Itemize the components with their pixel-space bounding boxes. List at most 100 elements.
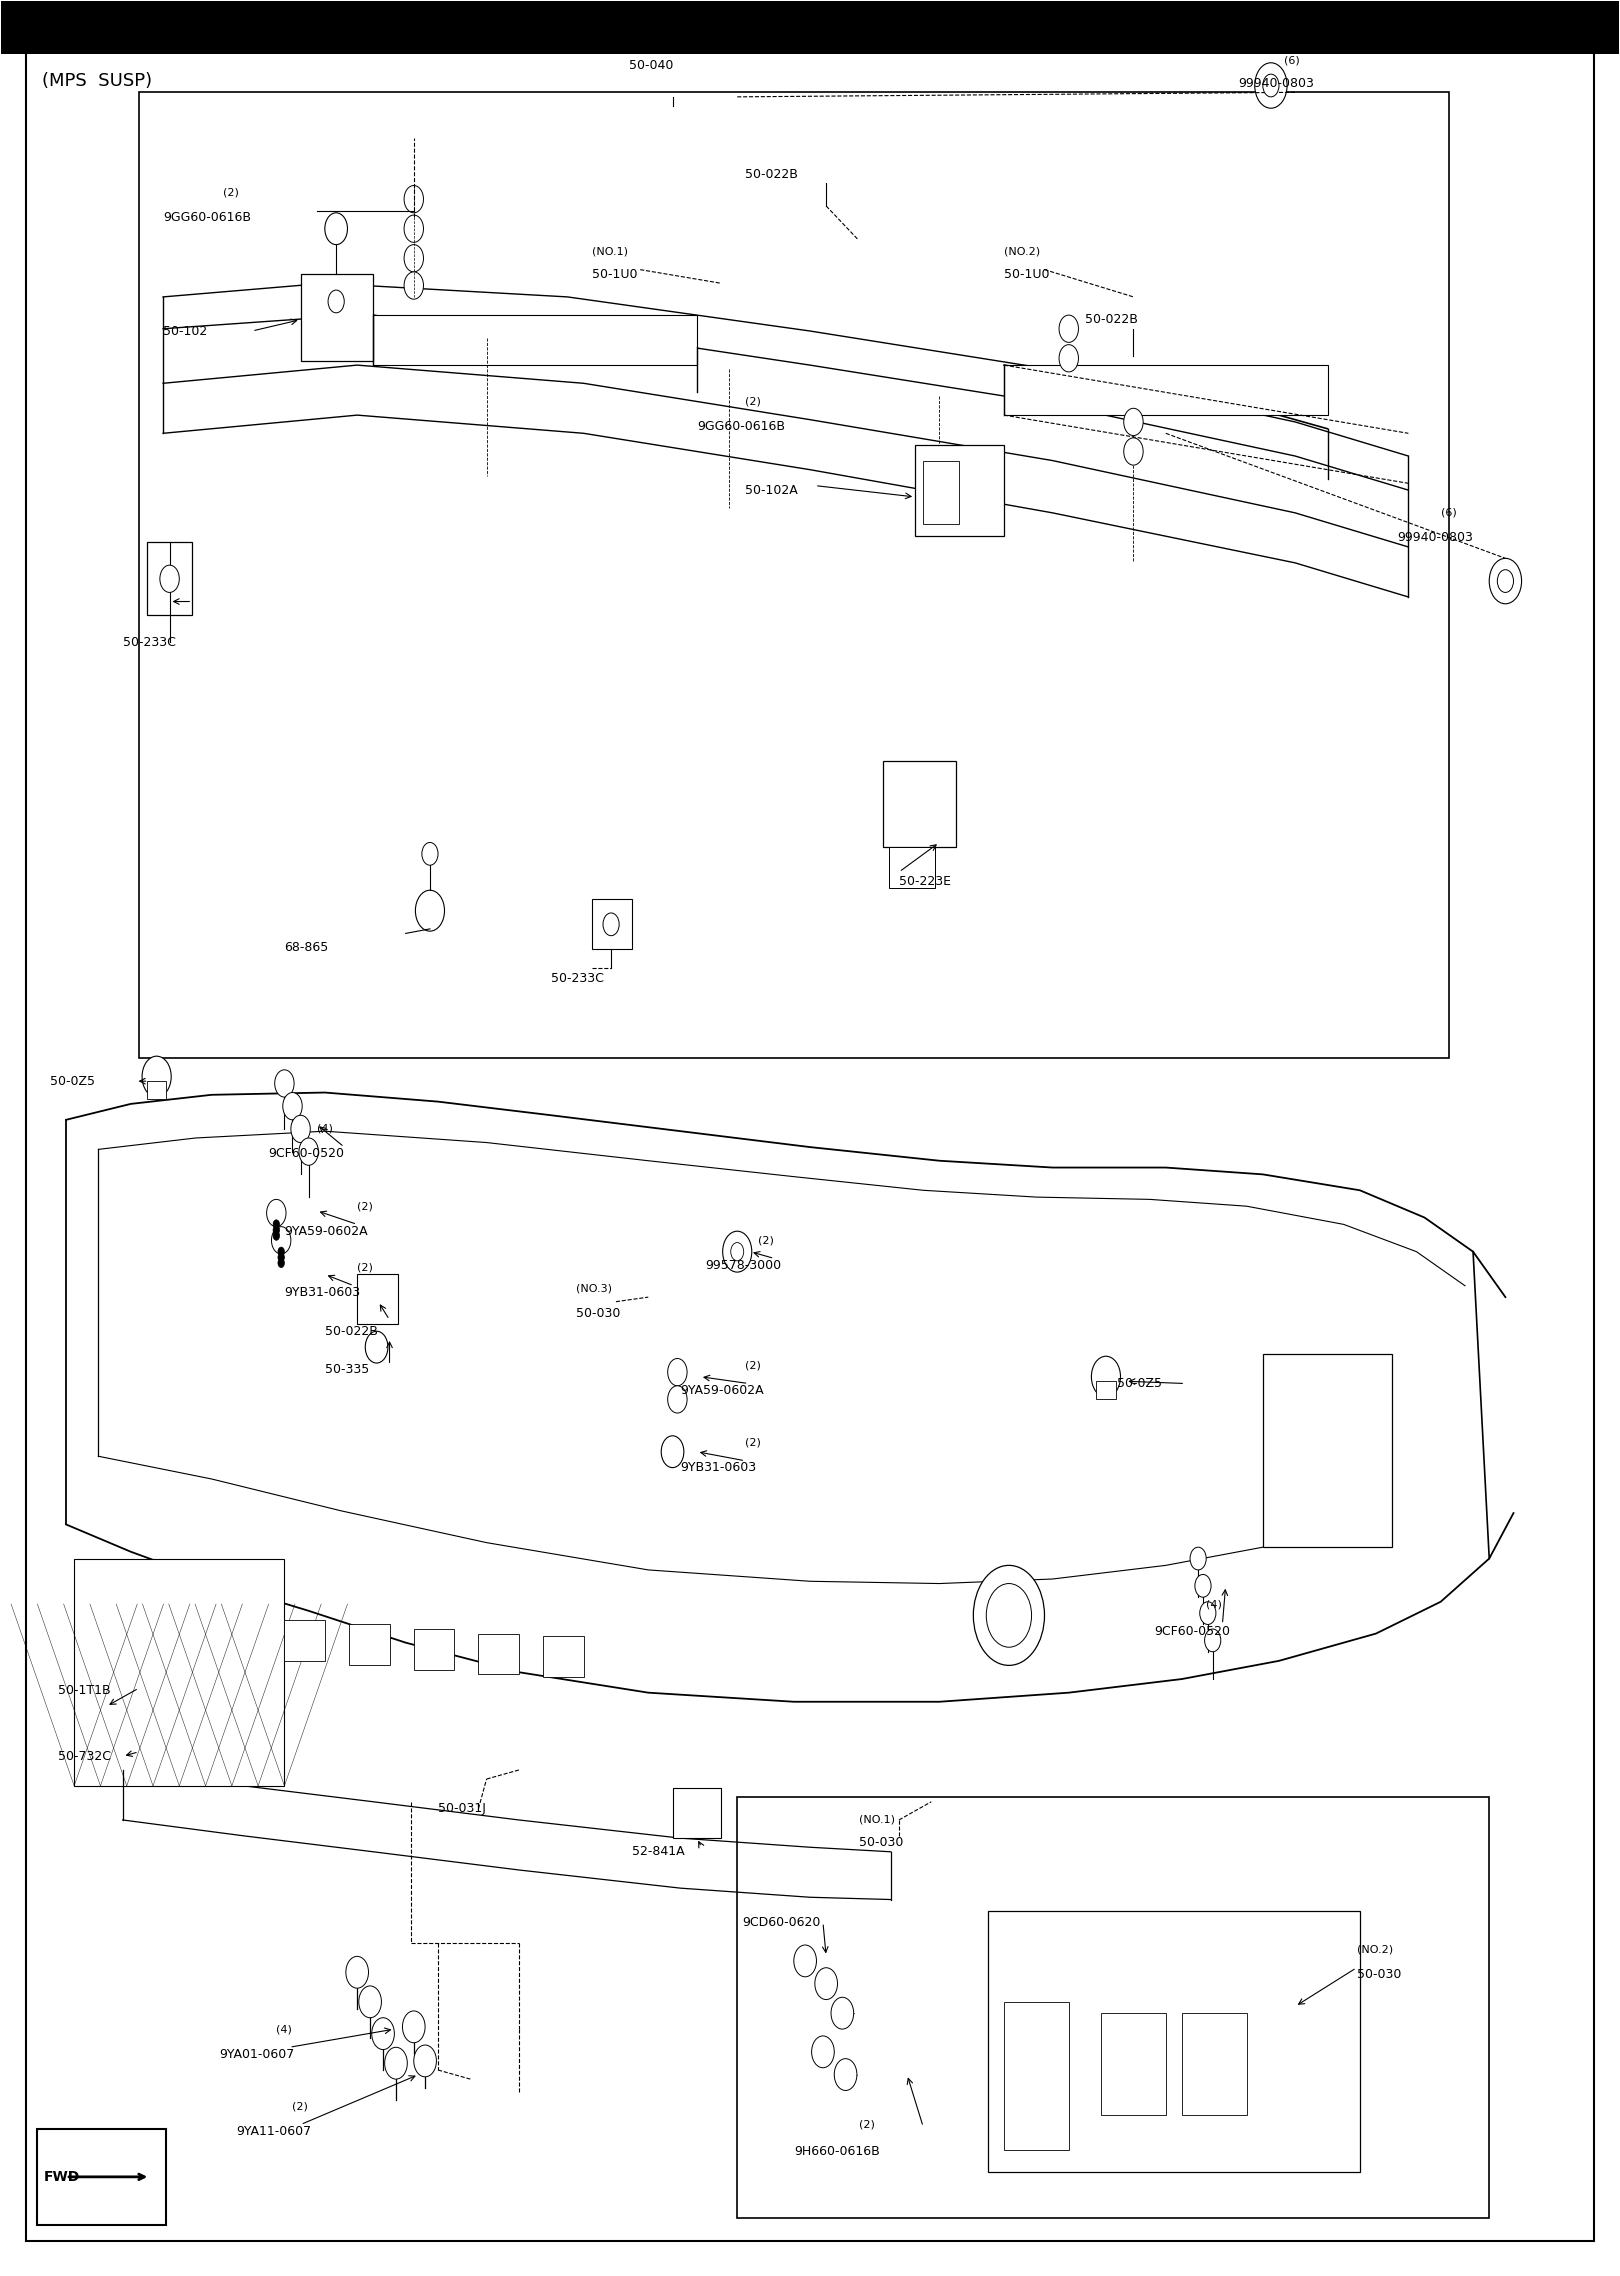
Text: 99578-3000: 99578-3000 — [705, 1259, 781, 1272]
Text: 50-030: 50-030 — [859, 1837, 902, 1848]
Text: 50-022B: 50-022B — [1085, 314, 1137, 325]
Bar — [1183, 2014, 1247, 2114]
Text: (MPS  SUSP): (MPS SUSP) — [42, 73, 152, 91]
Text: 50-223E: 50-223E — [899, 874, 951, 888]
Circle shape — [974, 1566, 1045, 1666]
Text: 50-233C: 50-233C — [123, 635, 175, 649]
Text: 9H660-0616B: 9H660-0616B — [794, 2146, 880, 2158]
Circle shape — [1124, 407, 1144, 435]
Text: 99940-0803: 99940-0803 — [1239, 77, 1314, 89]
Circle shape — [815, 1969, 838, 2001]
Circle shape — [731, 1243, 744, 1261]
Text: (2): (2) — [356, 1202, 373, 1211]
Circle shape — [143, 1056, 172, 1097]
Circle shape — [403, 244, 423, 271]
Circle shape — [358, 1987, 381, 2019]
Text: 50-031J: 50-031J — [437, 1803, 486, 1814]
Text: 99940-0803: 99940-0803 — [1396, 530, 1473, 544]
Circle shape — [1196, 1575, 1212, 1598]
Circle shape — [160, 564, 180, 592]
Circle shape — [1124, 437, 1144, 464]
Circle shape — [345, 1957, 368, 1989]
Text: FWD: FWD — [44, 2169, 79, 2185]
Text: (2): (2) — [745, 1438, 761, 1448]
Circle shape — [1256, 64, 1286, 109]
Text: 9CF60-0520: 9CF60-0520 — [1155, 1625, 1231, 1639]
Circle shape — [384, 2048, 407, 2078]
Circle shape — [274, 1231, 280, 1240]
Text: 50-1U0: 50-1U0 — [591, 269, 637, 280]
Text: (2): (2) — [745, 1361, 761, 1370]
Text: 9YA59-0602A: 9YA59-0602A — [285, 1224, 368, 1238]
Text: 9CD60-0620: 9CD60-0620 — [742, 1916, 820, 1928]
Text: (NO.2): (NO.2) — [1356, 1944, 1393, 1955]
Text: 50-030: 50-030 — [575, 1306, 620, 1320]
Circle shape — [272, 1227, 292, 1254]
Bar — [883, 760, 956, 847]
Circle shape — [1264, 75, 1280, 98]
Circle shape — [413, 2046, 436, 2076]
Text: 50-0Z5: 50-0Z5 — [50, 1074, 96, 1088]
Text: (2): (2) — [293, 2101, 308, 2112]
Circle shape — [329, 289, 343, 312]
Text: 50-1U0: 50-1U0 — [1004, 269, 1050, 280]
Text: (2): (2) — [758, 1236, 774, 1245]
Circle shape — [1200, 1602, 1217, 1625]
Bar — [591, 899, 632, 949]
Circle shape — [831, 1998, 854, 2030]
Text: (2): (2) — [859, 2119, 875, 2130]
Bar — [1097, 1382, 1116, 1400]
Circle shape — [415, 890, 444, 931]
Text: 50-030: 50-030 — [1356, 1969, 1401, 1980]
Text: 50-0Z5: 50-0Z5 — [1118, 1377, 1162, 1391]
Text: 50-102: 50-102 — [164, 325, 207, 337]
Circle shape — [364, 1331, 387, 1363]
Bar — [356, 1275, 397, 1325]
Text: (4): (4) — [277, 2023, 292, 2035]
Circle shape — [812, 2037, 834, 2069]
Text: 9YA11-0607: 9YA11-0607 — [237, 2126, 311, 2137]
Circle shape — [403, 187, 423, 212]
Bar — [478, 1634, 518, 1675]
Text: 9YB31-0603: 9YB31-0603 — [285, 1286, 361, 1300]
Text: 50-022B: 50-022B — [326, 1325, 377, 1338]
Bar — [543, 1636, 583, 1677]
Text: 50-1T1B: 50-1T1B — [58, 1684, 110, 1698]
Circle shape — [603, 913, 619, 935]
Text: (4): (4) — [1207, 1600, 1221, 1609]
Circle shape — [1059, 314, 1079, 341]
Text: 50-732C: 50-732C — [58, 1750, 112, 1764]
Bar — [75, 1559, 285, 1787]
Circle shape — [1191, 1548, 1207, 1570]
Circle shape — [267, 1199, 287, 1227]
Circle shape — [279, 1247, 285, 1256]
Text: (NO.3): (NO.3) — [575, 1284, 611, 1293]
Circle shape — [1205, 1630, 1221, 1652]
Bar — [672, 1789, 721, 1839]
Text: (2): (2) — [356, 1263, 373, 1272]
Circle shape — [403, 214, 423, 241]
Circle shape — [987, 1584, 1032, 1648]
Circle shape — [794, 1946, 816, 1978]
Bar — [915, 444, 1004, 535]
Bar — [301, 273, 373, 360]
Bar — [348, 1625, 389, 1666]
Bar — [37, 2128, 167, 2224]
Circle shape — [371, 2019, 394, 2051]
Text: 52-841A: 52-841A — [632, 1846, 685, 1857]
Circle shape — [292, 1115, 311, 1143]
Text: 68-865: 68-865 — [285, 940, 329, 954]
Text: 50-335: 50-335 — [326, 1363, 369, 1377]
Text: 9YA01-0607: 9YA01-0607 — [220, 2048, 295, 2060]
Bar — [1004, 364, 1327, 414]
Circle shape — [834, 2060, 857, 2089]
Text: (4): (4) — [318, 1124, 332, 1133]
Bar — [413, 1630, 454, 1671]
Bar — [147, 542, 193, 615]
Circle shape — [279, 1259, 285, 1268]
Circle shape — [275, 1070, 295, 1097]
Text: 9CF60-0520: 9CF60-0520 — [269, 1147, 343, 1161]
Circle shape — [723, 1231, 752, 1272]
Circle shape — [421, 842, 437, 865]
Bar — [373, 314, 697, 364]
